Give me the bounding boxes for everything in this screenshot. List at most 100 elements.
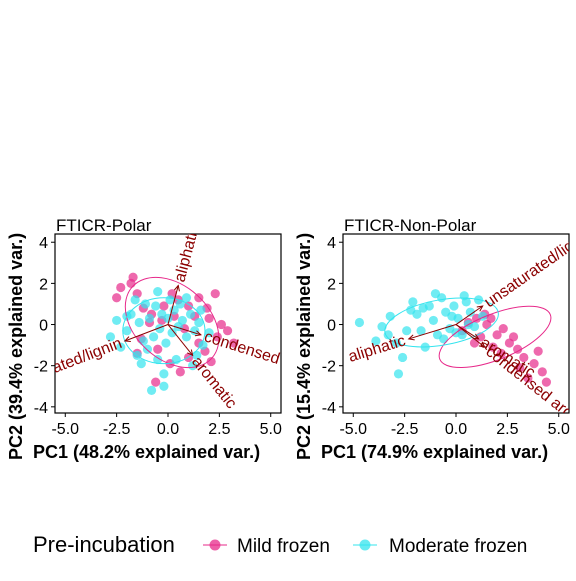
x-tick-label: 2.5 [208, 421, 230, 438]
y-tick-label: -4 [34, 400, 48, 417]
point-mild-frozen [513, 344, 523, 354]
point-mild-frozen [533, 346, 543, 356]
legend-item-moderate-frozen: Moderate frozen [353, 536, 527, 557]
point-moderate-frozen [459, 291, 469, 301]
point-mild-frozen [112, 293, 122, 303]
legend-item-mild-frozen: Mild frozen [203, 536, 330, 557]
point-mild-frozen [541, 377, 552, 387]
point-mild-frozen [498, 324, 508, 334]
loading-arrowhead-condensed [194, 330, 202, 337]
point-mild-frozen [519, 352, 529, 363]
ellipse-mild-frozen [438, 305, 552, 369]
point-mild-frozen [508, 332, 519, 342]
x-tick-label: -2.5 [103, 421, 131, 438]
point-mild-frozen [153, 344, 163, 354]
point-mild-frozen [126, 278, 136, 288]
point-moderate-frozen [418, 303, 428, 313]
point-moderate-frozen [159, 369, 169, 379]
point-moderate-frozen [136, 359, 146, 369]
point-mild-frozen [537, 367, 547, 377]
loading-label-unsaturated-lignin: unsaturated/lignin [481, 225, 576, 311]
legend-title: Pre-incubation [33, 532, 175, 557]
point-moderate-frozen [138, 336, 148, 346]
x-tick-label: -5.0 [339, 421, 367, 438]
point-moderate-frozen [196, 305, 206, 315]
point-mild-frozen [210, 289, 220, 299]
point-moderate-frozen [151, 301, 161, 311]
point-moderate-frozen [430, 289, 441, 299]
ellipse-mild-frozen [124, 276, 220, 369]
x-axis-title-polar: PC1 (48.2% explained var.) [33, 442, 260, 462]
y-tick-label: 0 [327, 318, 336, 335]
legend-label-moderate-frozen: Moderate frozen [389, 536, 527, 557]
loading-arrowhead-condensed-aromatic [478, 341, 486, 348]
y-axis-title-non-polar: PC2 (15.4% explained var.) [294, 233, 314, 460]
point-moderate-frozen [105, 332, 116, 342]
point-moderate-frozen [397, 352, 408, 363]
x-axis-title-non-polar: PC1 (74.9% explained var.) [321, 442, 548, 462]
point-moderate-frozen [159, 381, 169, 391]
point-moderate-frozen [169, 305, 179, 315]
point-moderate-frozen [408, 297, 418, 307]
point-moderate-frozen [153, 354, 163, 365]
loading-arrow-condensed-aromatic [455, 324, 486, 348]
point-moderate-frozen [416, 326, 426, 336]
point-mild-frozen [222, 326, 233, 336]
loading-arrowhead-aromatic [472, 333, 480, 340]
loading-arrowhead-aromatic [187, 349, 194, 357]
point-moderate-frozen [177, 315, 187, 326]
legend-label-mild-frozen: Mild frozen [237, 536, 330, 557]
point-mild-frozen [194, 293, 204, 303]
loading-arrowhead-unsaturated-lignin [123, 336, 131, 342]
point-moderate-frozen [140, 299, 150, 309]
x-tick-label: 2.5 [496, 421, 518, 438]
y-tick-label: 4 [39, 235, 48, 252]
point-moderate-frozen [146, 385, 157, 395]
y-tick-label: -2 [34, 359, 48, 376]
point-mild-frozen [175, 367, 185, 377]
point-mild-frozen [492, 330, 502, 340]
point-mild-frozen [529, 359, 539, 369]
point-moderate-frozen [198, 340, 208, 350]
point-mild-frozen [523, 373, 533, 383]
point-mild-frozen [212, 332, 222, 342]
x-tick-label: 0.0 [157, 421, 179, 438]
point-moderate-frozen [204, 328, 214, 338]
point-moderate-frozen [377, 321, 387, 332]
point-moderate-frozen [354, 317, 365, 328]
point-moderate-frozen [406, 305, 416, 315]
point-moderate-frozen [167, 328, 177, 338]
point-moderate-frozen [112, 315, 122, 326]
loading-arrow-unsaturated-lignin [124, 324, 169, 342]
point-mild-frozen [116, 282, 126, 293]
point-moderate-frozen [122, 326, 132, 336]
point-mild-frozen [229, 338, 239, 348]
x-tick-label: -5.0 [51, 421, 79, 438]
ellipse-moderate-frozen [122, 297, 206, 365]
loading-arrow-aliphatic [408, 324, 457, 340]
y-tick-label: 4 [327, 235, 336, 252]
point-mild-frozen [151, 377, 161, 387]
y-tick-label: 0 [39, 318, 48, 335]
point-mild-frozen [496, 348, 506, 358]
y-tick-label: -4 [322, 400, 336, 417]
x-tick-label: 5.0 [548, 421, 570, 438]
panel-title-non-polar: FTICR-Non-Polar [344, 216, 477, 235]
point-moderate-frozen [186, 309, 196, 319]
y-tick-label: 2 [327, 276, 336, 293]
point-moderate-frozen [439, 334, 449, 344]
legend-key-point-moderate [359, 539, 371, 551]
point-moderate-frozen [383, 330, 393, 340]
x-tick-label: 5.0 [260, 421, 282, 438]
point-moderate-frozen [393, 369, 404, 379]
loading-arrow-aromatic [167, 324, 194, 356]
point-moderate-frozen [465, 307, 475, 317]
y-tick-label: -2 [322, 359, 336, 376]
point-moderate-frozen [190, 326, 200, 336]
point-moderate-frozen [194, 317, 204, 328]
loading-label-aliphatic: aliphatic [172, 223, 203, 284]
point-mild-frozen [206, 356, 216, 367]
loading-arrowhead-unsaturated-lignin [476, 305, 484, 312]
